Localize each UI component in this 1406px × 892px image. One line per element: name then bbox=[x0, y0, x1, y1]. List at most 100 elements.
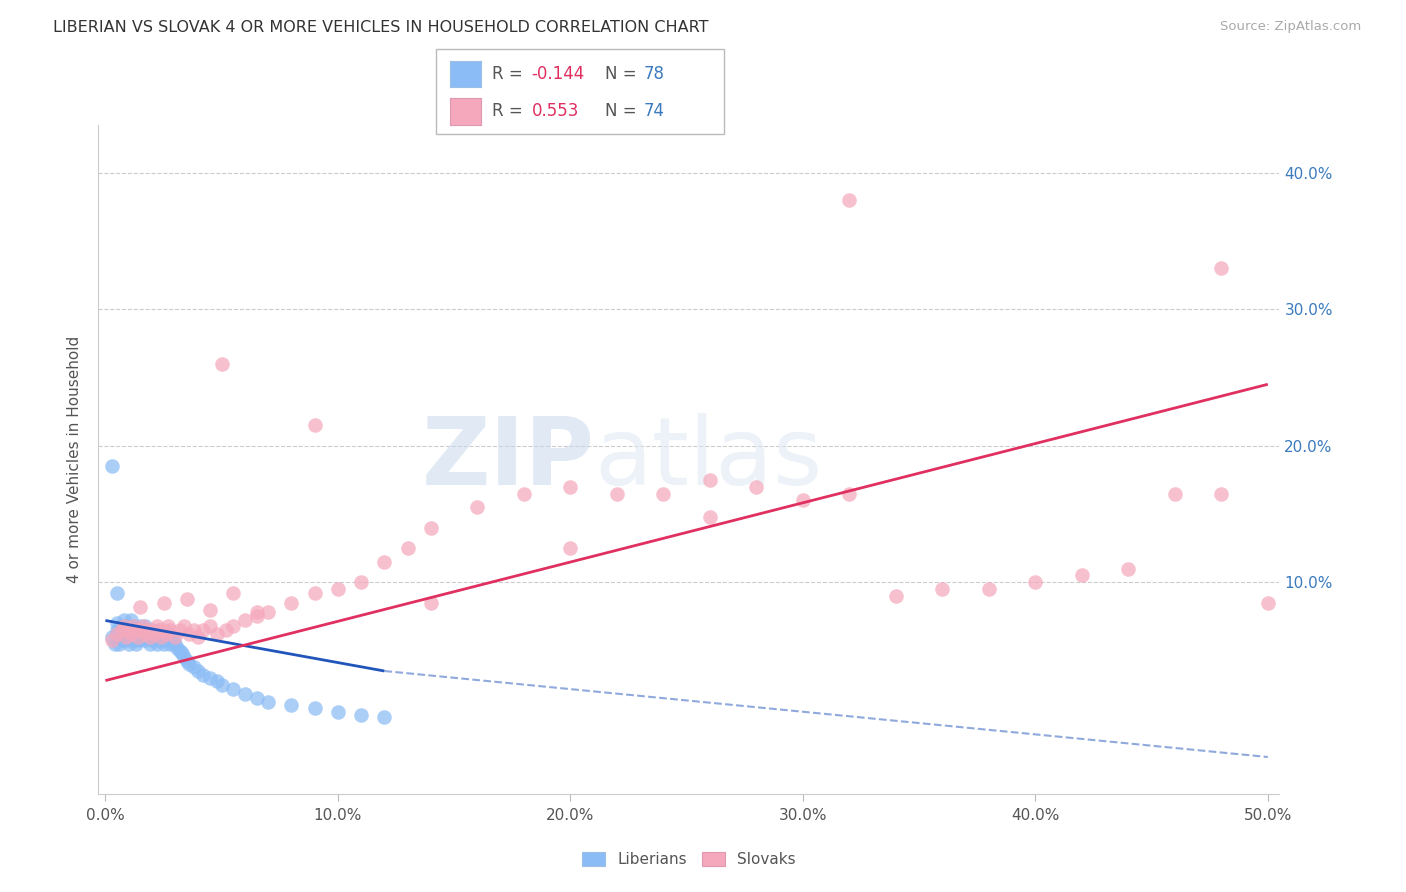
Point bbox=[159, 637, 181, 651]
Point bbox=[326, 582, 349, 596]
Point bbox=[112, 623, 135, 637]
Point bbox=[101, 632, 124, 647]
Point bbox=[699, 473, 721, 487]
Point bbox=[745, 480, 768, 494]
Y-axis label: 4 or more Vehicles in Household: 4 or more Vehicles in Household bbox=[67, 335, 83, 583]
Point bbox=[148, 623, 170, 637]
Point bbox=[211, 678, 233, 692]
Point bbox=[280, 596, 302, 610]
Text: 78: 78 bbox=[644, 65, 665, 83]
Point bbox=[977, 582, 1000, 596]
Point bbox=[115, 627, 138, 641]
Point bbox=[165, 637, 187, 651]
Point bbox=[112, 630, 135, 644]
Point bbox=[257, 695, 280, 709]
Point bbox=[198, 602, 221, 616]
Point bbox=[169, 623, 191, 637]
Point bbox=[233, 687, 256, 701]
Legend: Liberians, Slovaks: Liberians, Slovaks bbox=[576, 846, 801, 873]
Point bbox=[129, 632, 152, 647]
Point bbox=[396, 541, 419, 555]
Point bbox=[155, 632, 177, 647]
Point bbox=[931, 582, 953, 596]
Text: ZIP: ZIP bbox=[422, 413, 595, 506]
Text: 0.553: 0.553 bbox=[531, 103, 579, 120]
Point bbox=[131, 623, 153, 637]
Point bbox=[157, 619, 180, 633]
Point bbox=[169, 643, 191, 657]
Point bbox=[198, 619, 221, 633]
Point bbox=[245, 609, 267, 624]
Point bbox=[108, 637, 131, 651]
Point bbox=[699, 509, 721, 524]
Point bbox=[117, 623, 139, 637]
Point bbox=[177, 627, 200, 641]
Point bbox=[652, 486, 675, 500]
Point bbox=[129, 619, 152, 633]
Point bbox=[138, 630, 160, 644]
Point bbox=[127, 623, 149, 637]
Point bbox=[115, 632, 138, 647]
Point bbox=[112, 614, 135, 628]
Point bbox=[145, 630, 167, 644]
Text: N =: N = bbox=[605, 65, 641, 83]
Point bbox=[1070, 568, 1092, 582]
Point bbox=[1257, 596, 1279, 610]
Point bbox=[134, 627, 156, 641]
Point bbox=[115, 623, 138, 637]
Point bbox=[150, 627, 173, 641]
Text: R =: R = bbox=[492, 65, 529, 83]
Point bbox=[166, 640, 188, 655]
Point bbox=[838, 193, 860, 207]
Point bbox=[134, 619, 156, 633]
Point bbox=[105, 616, 128, 631]
Point bbox=[326, 705, 349, 719]
Point bbox=[222, 586, 245, 600]
Point bbox=[467, 500, 489, 515]
Point bbox=[1024, 575, 1046, 590]
Point bbox=[838, 486, 860, 500]
Point bbox=[145, 619, 167, 633]
Point bbox=[205, 673, 228, 688]
Point bbox=[177, 657, 200, 672]
Point bbox=[145, 637, 167, 651]
Point bbox=[136, 623, 159, 637]
Point bbox=[373, 710, 395, 724]
Point bbox=[108, 630, 131, 644]
Point bbox=[136, 627, 159, 641]
Point bbox=[112, 619, 135, 633]
Point bbox=[105, 586, 128, 600]
Point bbox=[350, 707, 373, 722]
Point bbox=[115, 630, 138, 644]
Point bbox=[117, 619, 139, 633]
Point bbox=[111, 623, 134, 637]
Point bbox=[211, 357, 233, 371]
Point bbox=[884, 589, 907, 603]
Text: -0.144: -0.144 bbox=[531, 65, 585, 83]
Point bbox=[304, 418, 326, 433]
Text: Source: ZipAtlas.com: Source: ZipAtlas.com bbox=[1220, 20, 1361, 33]
Point bbox=[233, 614, 256, 628]
Point bbox=[131, 619, 153, 633]
Point bbox=[280, 698, 302, 713]
Point bbox=[176, 655, 198, 669]
Point bbox=[304, 586, 326, 600]
Text: N =: N = bbox=[605, 103, 641, 120]
Point bbox=[136, 623, 159, 637]
Point bbox=[101, 630, 124, 644]
Point bbox=[120, 623, 142, 637]
Point bbox=[101, 459, 124, 474]
Point bbox=[122, 619, 145, 633]
Point bbox=[105, 627, 128, 641]
Point bbox=[560, 480, 582, 494]
Point bbox=[129, 623, 152, 637]
Point bbox=[1118, 561, 1140, 575]
Point bbox=[138, 637, 160, 651]
Text: 74: 74 bbox=[644, 103, 665, 120]
Text: LIBERIAN VS SLOVAK 4 OR MORE VEHICLES IN HOUSEHOLD CORRELATION CHART: LIBERIAN VS SLOVAK 4 OR MORE VEHICLES IN… bbox=[53, 20, 709, 35]
Point bbox=[165, 630, 187, 644]
Point bbox=[120, 632, 142, 647]
Point bbox=[1211, 486, 1233, 500]
Point bbox=[155, 627, 177, 641]
Point bbox=[1211, 261, 1233, 276]
